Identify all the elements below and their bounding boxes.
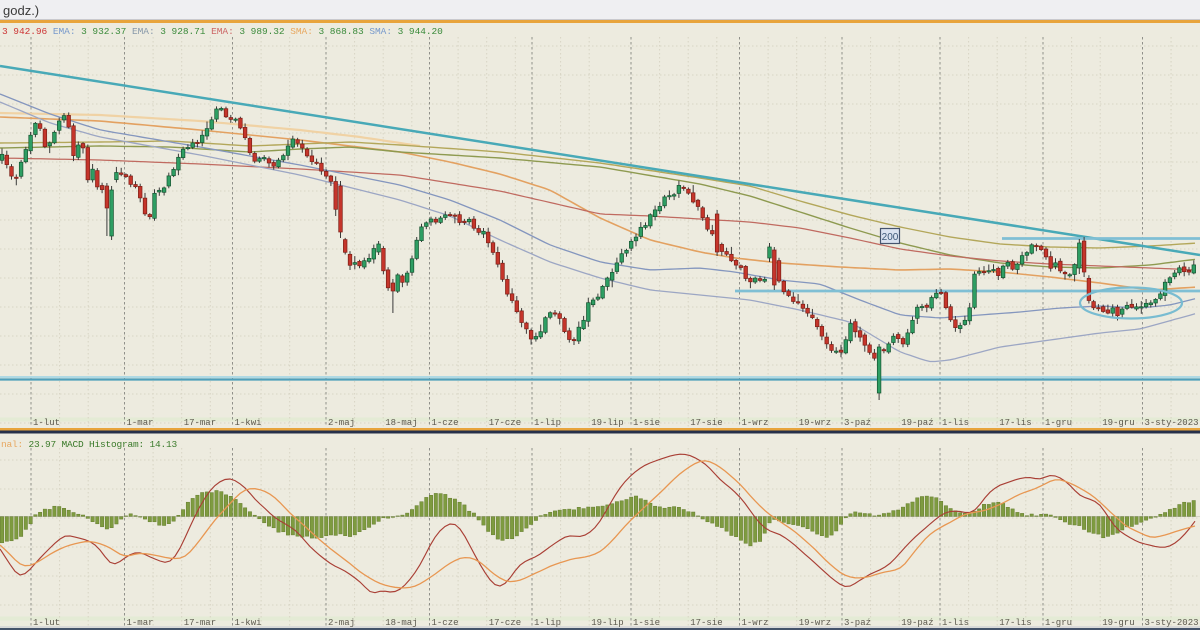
svg-text:1-wrz: 1-wrz (742, 418, 769, 428)
svg-text:1-lip: 1-lip (534, 418, 561, 428)
svg-text:17-mar: 17-mar (184, 418, 216, 428)
svg-text:1-mar: 1-mar (127, 418, 154, 428)
svg-text:3-paź: 3-paź (844, 418, 871, 428)
svg-text:1-kwi: 1-kwi (235, 418, 262, 428)
svg-text:1-lis: 1-lis (942, 418, 969, 428)
svg-text:3-paź: 3-paź (844, 618, 871, 628)
svg-text:19-paź: 19-paź (901, 418, 933, 428)
svg-text:17-mar: 17-mar (184, 618, 216, 628)
svg-text:17-lis: 17-lis (999, 618, 1031, 628)
svg-text:1-lut: 1-lut (33, 418, 60, 428)
svg-text:1-cze: 1-cze (432, 618, 459, 628)
svg-text:200: 200 (882, 232, 899, 243)
svg-text:1-lis: 1-lis (942, 618, 969, 628)
svg-text:1-kwi: 1-kwi (235, 618, 262, 628)
svg-text:17-cze: 17-cze (489, 618, 521, 628)
svg-text:19-gru: 19-gru (1102, 418, 1134, 428)
svg-text:19-lip: 19-lip (591, 418, 623, 428)
svg-text:1-gru: 1-gru (1045, 618, 1072, 628)
svg-text:2-maj: 2-maj (328, 618, 355, 628)
svg-text:19-gru: 19-gru (1102, 618, 1134, 628)
svg-text:1-sie: 1-sie (633, 418, 660, 428)
svg-text:19-lip: 19-lip (591, 618, 623, 628)
svg-text:19-wrz: 19-wrz (799, 418, 831, 428)
svg-text:18-maj: 18-maj (385, 418, 417, 428)
svg-text:1-wrz: 1-wrz (742, 618, 769, 628)
svg-text:17-sie: 17-sie (690, 618, 722, 628)
svg-text:1-gru: 1-gru (1045, 418, 1072, 428)
svg-text:1-mar: 1-mar (127, 618, 154, 628)
svg-text:19-paź: 19-paź (901, 618, 933, 628)
svg-text:1-cze: 1-cze (432, 418, 459, 428)
svg-text:godz.): godz.) (3, 3, 39, 18)
svg-text:19-wrz: 19-wrz (799, 618, 831, 628)
svg-text:1-sie: 1-sie (633, 618, 660, 628)
svg-text:1-lip: 1-lip (534, 618, 561, 628)
svg-text:3-sty-2023: 3-sty-2023 (1145, 418, 1199, 428)
svg-text:2-maj: 2-maj (328, 418, 355, 428)
svg-text:17-lis: 17-lis (999, 418, 1031, 428)
svg-text:17-cze: 17-cze (489, 418, 521, 428)
svg-text:nal: 23.97 MACD Histogram: 14.: nal: 23.97 MACD Histogram: 14.13 (1, 439, 178, 450)
svg-text:3 942.96 EMA: 3 932.37 EMA: 3: 3 942.96 EMA: 3 932.37 EMA: 3 928.71 EMA… (2, 26, 443, 37)
svg-text:1-lut: 1-lut (33, 618, 60, 628)
svg-text:18-maj: 18-maj (385, 618, 417, 628)
svg-text:3-sty-2023: 3-sty-2023 (1145, 618, 1199, 628)
svg-text:17-sie: 17-sie (690, 418, 722, 428)
